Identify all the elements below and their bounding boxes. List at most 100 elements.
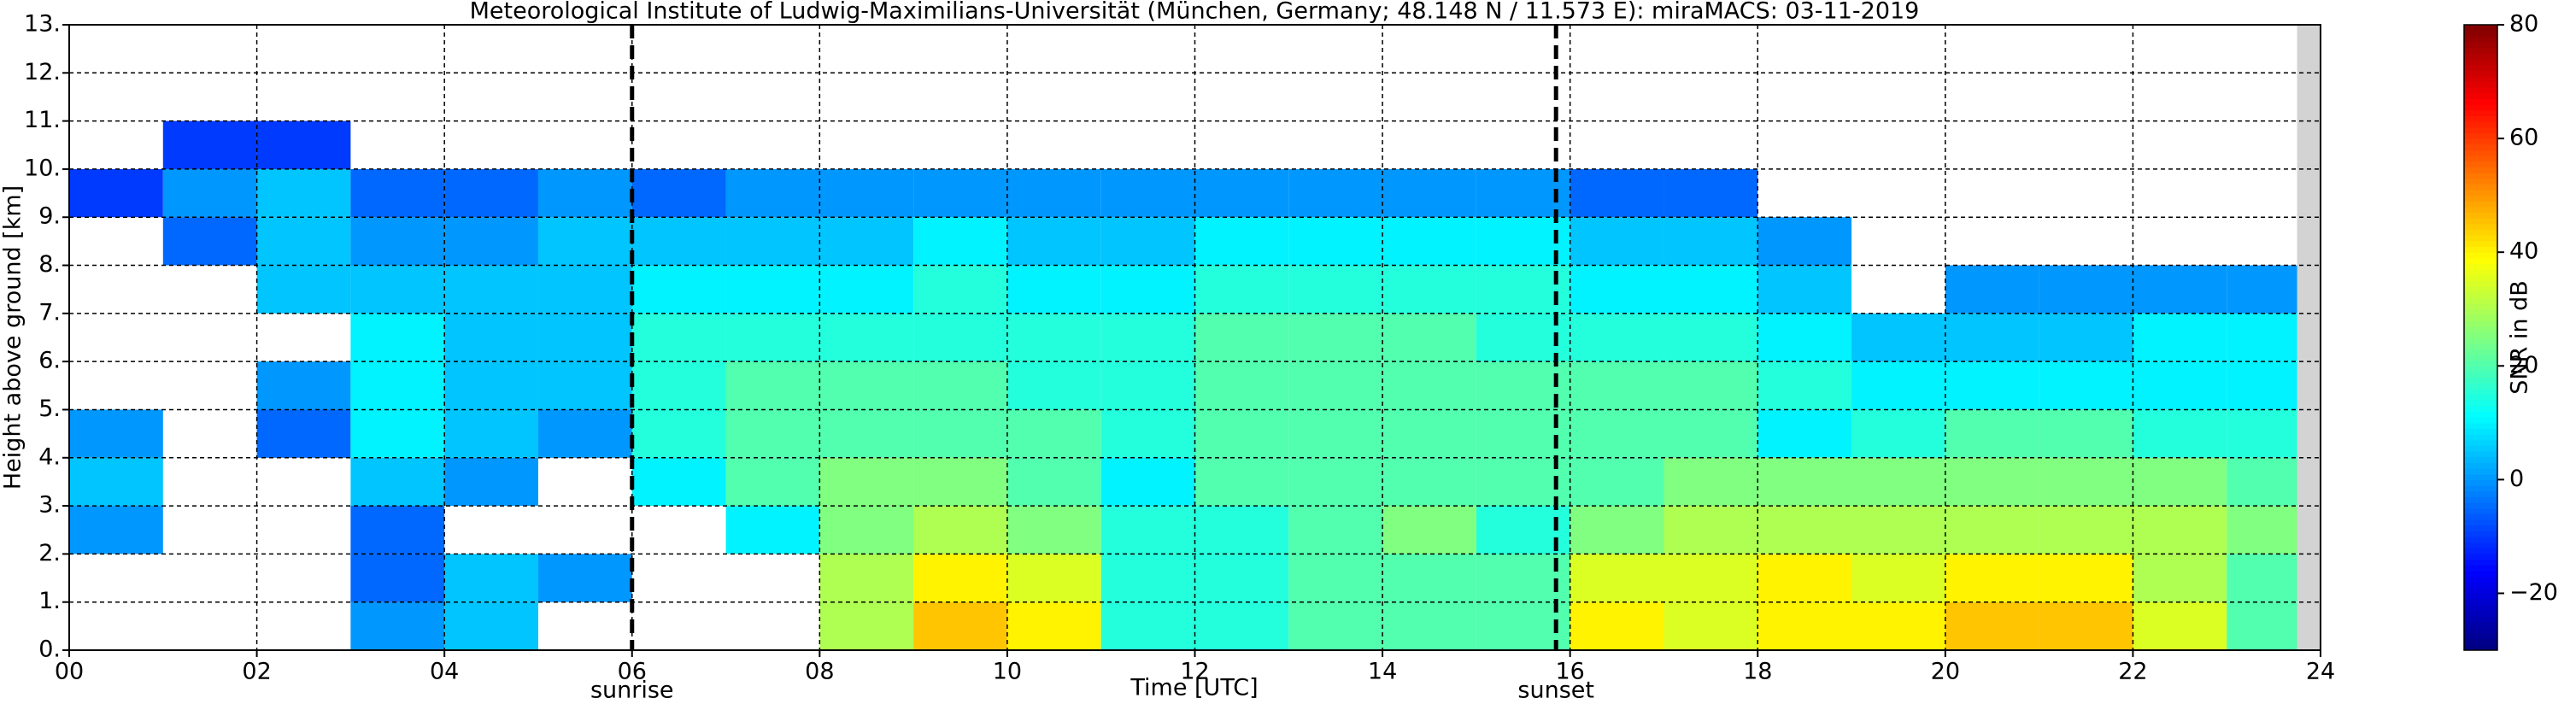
heatmap-cell	[162, 120, 257, 169]
heatmap-cell	[444, 409, 538, 458]
heatmap-cell	[1100, 265, 1195, 314]
heatmap-cell	[1288, 168, 1383, 218]
y-tick-label: 10.	[24, 155, 61, 181]
colorbar-segment	[2464, 166, 2497, 173]
heatmap-cell	[1194, 217, 1289, 266]
colorbar-segment	[2464, 564, 2497, 572]
heatmap-cell	[725, 217, 820, 266]
heatmap-cell	[350, 313, 445, 362]
colorbar-tick-label: 20	[2509, 352, 2538, 378]
y-tick-label: 11.	[24, 107, 61, 133]
colorbar-segment	[2464, 456, 2497, 463]
heatmap-cell	[444, 554, 538, 602]
heatmap-cell	[819, 457, 914, 507]
colorbar-segment	[2464, 200, 2497, 208]
heatmap-cell	[1288, 361, 1383, 410]
heatmap-cell	[1945, 361, 2039, 410]
heatmap-cell	[1664, 313, 1758, 362]
heatmap-cell	[1664, 457, 1758, 507]
heatmap-cell	[1757, 265, 1852, 314]
colorbar-segment	[2464, 138, 2497, 145]
colorbar-segment	[2464, 394, 2497, 401]
heatmap-cell	[631, 457, 726, 507]
heatmap-cell	[1194, 168, 1289, 218]
colorbar-segment	[2464, 626, 2497, 634]
colorbar-segment	[2464, 234, 2497, 242]
y-tick-label: 1.	[38, 588, 61, 614]
colorbar-segment	[2464, 189, 2497, 197]
x-tick-label: 00	[55, 659, 84, 685]
heatmap-cell	[631, 409, 726, 458]
colorbar-segment	[2464, 268, 2497, 276]
heatmap-cell	[2133, 601, 2227, 650]
colorbar-segment	[2464, 126, 2497, 133]
heatmap-cell	[1382, 168, 1476, 218]
heatmap-cell	[350, 554, 445, 602]
heatmap-cell	[1570, 217, 1664, 266]
colorbar-segment	[2464, 64, 2497, 71]
heatmap-cell	[1851, 554, 1945, 602]
colorbar-segment	[2464, 217, 2497, 225]
y-tick-label: 9.	[38, 203, 61, 230]
colorbar-segment	[2464, 98, 2497, 105]
colorbar-tick-label: 80	[2509, 11, 2538, 38]
x-tick-label: 10	[993, 659, 1022, 685]
y-tick-label: 4.	[38, 443, 61, 470]
colorbar-segment	[2464, 183, 2497, 191]
colorbar-segment	[2464, 155, 2497, 162]
colorbar-segment	[2464, 547, 2497, 554]
colorbar-segment	[2464, 530, 2497, 537]
colorbar-segment	[2464, 439, 2497, 446]
heatmap-cell	[1945, 265, 2039, 314]
colorbar-segment	[2464, 291, 2497, 298]
heatmap-cell	[819, 409, 914, 458]
colorbar-segment	[2464, 467, 2497, 475]
heatmap-cell	[1570, 313, 1664, 362]
heatmap-cell	[537, 168, 632, 218]
heatmap-cell	[537, 554, 632, 602]
heatmap-cell	[1757, 217, 1852, 266]
heatmap-cell	[631, 168, 726, 218]
heatmap-cell	[2133, 265, 2227, 314]
heatmap-cell	[1945, 506, 2039, 554]
heatmap-cell	[2133, 361, 2227, 410]
plot-frame	[68, 24, 2321, 651]
colorbar-segment	[2464, 285, 2497, 293]
heatmap-cell	[350, 506, 445, 554]
heatmap-cell	[1664, 554, 1758, 602]
heatmap-cell	[2039, 506, 2133, 554]
chart-title: Meteorological Institute of Ludwig-Maxim…	[470, 0, 1920, 25]
heatmap-cell	[1570, 361, 1664, 410]
heatmap-cell	[537, 265, 632, 314]
heatmap-cell	[1382, 361, 1476, 410]
heatmap-cell	[444, 361, 538, 410]
colorbar-segment	[2464, 103, 2497, 111]
heatmap-cell	[69, 506, 163, 554]
heatmap-cell	[1194, 601, 1289, 650]
heatmap-cell	[1288, 313, 1383, 362]
heatmap-cell	[1851, 506, 1945, 554]
colorbar-segment	[2464, 24, 2497, 32]
heatmap-cell	[631, 361, 726, 410]
colorbar-frame	[2463, 24, 2498, 651]
heatmap-cell	[350, 361, 445, 410]
colorbar-segment	[2464, 296, 2497, 304]
heatmap-cell	[1757, 506, 1852, 554]
heatmap-cell	[1382, 601, 1476, 650]
heatmap-cell	[1100, 313, 1195, 362]
heatmap-cell	[725, 265, 820, 314]
y-tick-label: 3.	[38, 492, 61, 519]
heatmap-cell	[2039, 554, 2133, 602]
colorbar-segment	[2464, 444, 2497, 452]
colorbar-segment	[2464, 109, 2497, 116]
heatmap-cell	[1664, 265, 1758, 314]
colorbar-segment	[2464, 405, 2497, 413]
heatmap-cell	[1288, 217, 1383, 266]
heatmap-cell	[1382, 506, 1476, 554]
heatmap-cell	[537, 361, 632, 410]
y-tick-label: 12.	[24, 59, 61, 85]
colorbar-segment	[2464, 615, 2497, 623]
heatmap-cell	[350, 265, 445, 314]
colorbar-segment	[2464, 302, 2497, 310]
heatmap-cell	[256, 265, 351, 314]
